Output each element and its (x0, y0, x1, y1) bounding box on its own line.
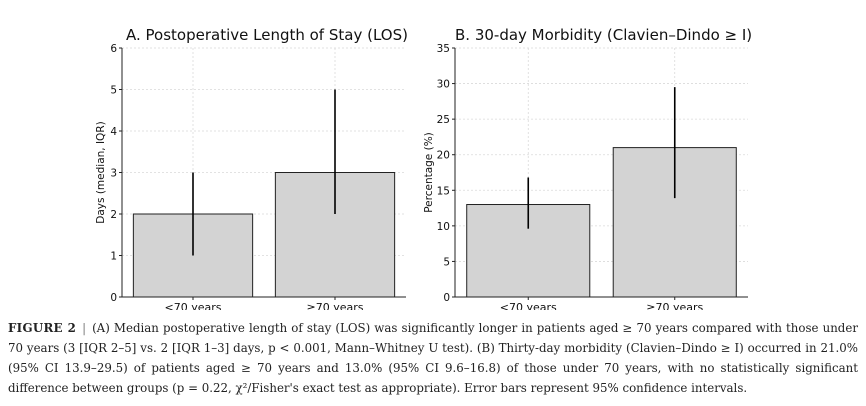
chart-a-y-tick-label: 4 (110, 126, 117, 138)
chart-b-bar-0 (466, 204, 591, 298)
chart-a-y-tick-label: 6 (110, 43, 117, 55)
caption-text: (A) Median postoperative length of stay … (8, 321, 858, 395)
chart-b-y-tick-label: 20 (437, 150, 450, 162)
chart-b-y-tick-label: 25 (437, 114, 450, 126)
chart-b-y-tick-label: 15 (437, 185, 450, 197)
chart-a-y-tick-label: 2 (110, 209, 117, 221)
chart-b-y-tick-label: 0 (443, 292, 450, 304)
chart-a-y-tick-label: 3 (110, 168, 117, 180)
chart-a-x-tick-label: <70 years (165, 301, 222, 310)
chart-a-x-tick-label: ≥70 years (307, 301, 364, 310)
chart-b-y-tick-label: 5 (443, 256, 450, 268)
chart-b-y-tick-label: 10 (437, 221, 450, 233)
chart-a-y-tick-label: 0 (110, 292, 117, 304)
chart-a-title: A. Postoperative Length of Stay (LOS) (126, 26, 408, 44)
figure-caption: FIGURE 2 | (A) Median postoperative length… (8, 318, 858, 398)
chart-b-x-tick-label: ≥70 years (646, 301, 703, 310)
chart-b-x-tick-label: <70 years (500, 301, 557, 310)
chart-b-y-tick-label: 35 (437, 43, 450, 55)
figure: <70 years ≥70 years 0 1 2 3 4 5 6 Days (median, I… (95, 26, 752, 310)
chart-a-y-axis-label: Days (median, IQR) (95, 121, 107, 223)
chart-b-y-axis-label: Percentage (%) (423, 132, 435, 213)
caption-separator: | (82, 321, 87, 335)
chart-a-y-tick-label: 5 (110, 85, 117, 97)
chart-b-title: B. 30-day Morbidity (Clavien–Dindo ≥ I) (455, 26, 752, 44)
chart-a-y-tick-label: 1 (110, 251, 117, 263)
chart-b-y-tick-label: 30 (437, 79, 450, 91)
caption-label: FIGURE 2 (8, 321, 77, 335)
